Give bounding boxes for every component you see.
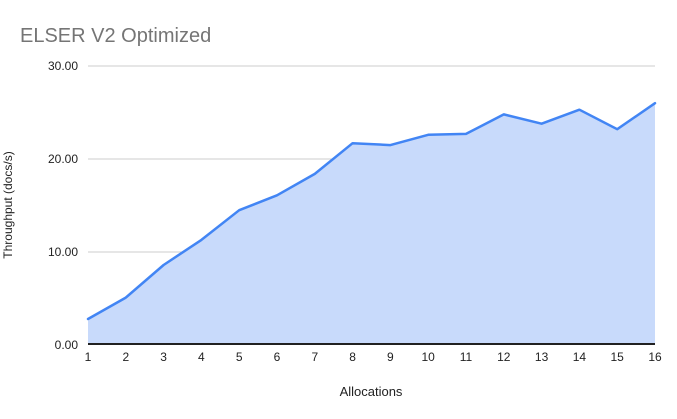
y-tick-label: 10.00	[47, 245, 78, 259]
line-series	[86, 101, 657, 321]
y-tick-label: 0.00	[54, 338, 78, 352]
x-tick-label: 2	[122, 350, 130, 364]
y-tick-label: 20.00	[47, 152, 78, 166]
x-tick-label: 16	[648, 350, 662, 364]
x-axis-title: Allocations	[339, 384, 403, 399]
x-tick-label: 9	[387, 350, 394, 364]
x-tick-label: 5	[235, 350, 243, 364]
x-tick-label: 10	[421, 350, 435, 364]
y-tick-label: 30.00	[47, 59, 78, 73]
plot-area	[86, 65, 657, 345]
x-tick-label: 4	[198, 350, 205, 364]
x-tick-label: 1	[84, 350, 92, 364]
x-tick-label: 11	[459, 350, 473, 364]
x-tick-label: 8	[349, 350, 356, 364]
x-tick-label: 12	[497, 350, 511, 364]
x-tick-label: 14	[572, 350, 587, 364]
x-tick-label: 13	[534, 350, 549, 364]
x-tick-label: 3	[160, 350, 167, 364]
area-fill	[88, 103, 655, 345]
plot-canvas	[86, 65, 657, 345]
chart-title: ELSER V2 Optimized	[20, 25, 212, 47]
y-axis-title: Throughput (docs/s)	[1, 151, 15, 259]
x-tick-label: 15	[610, 350, 624, 364]
x-tick-label: 6	[273, 350, 281, 364]
x-tick-label: 7	[311, 350, 319, 364]
